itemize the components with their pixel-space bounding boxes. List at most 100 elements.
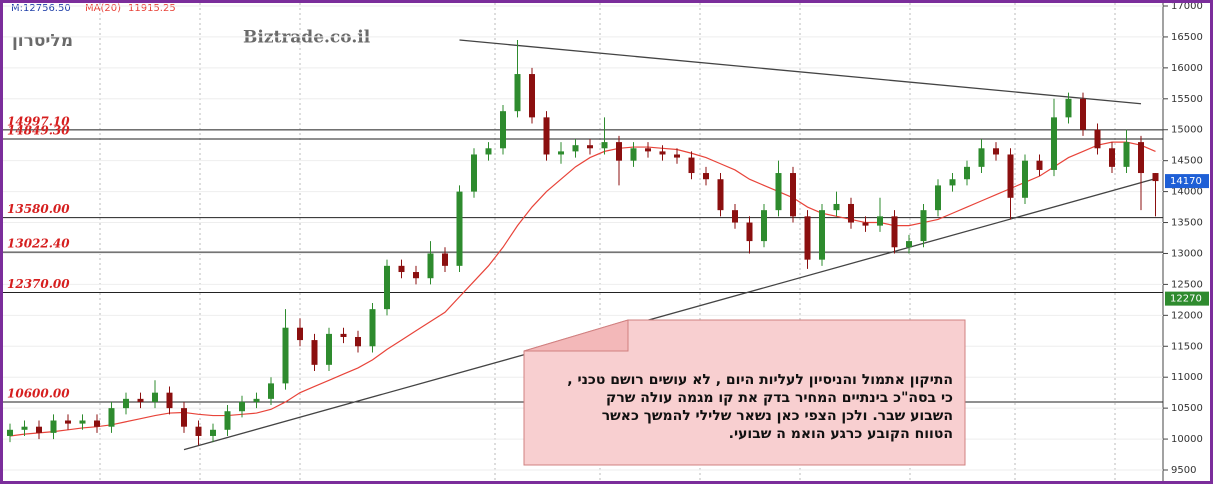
candle-body: [1123, 142, 1130, 167]
candle-body: [964, 166, 970, 180]
level-label: 13022.40: [7, 237, 70, 251]
candle-body: [94, 420, 100, 427]
candle-body: [862, 222, 869, 226]
candle-body: [340, 333, 347, 337]
candle-body: [761, 210, 767, 242]
candle-body: [993, 148, 999, 155]
header-price: M:12756.50: [11, 3, 71, 14]
level-label: 14997.10: [7, 114, 70, 128]
note-line: השבוע שבר. ולכן הצפי כאן נשאר שלילי להמש…: [602, 408, 953, 424]
candle-body: [413, 272, 419, 279]
candle-body: [1036, 160, 1043, 170]
candle-body: [442, 253, 448, 266]
candle-body: [558, 151, 564, 155]
y-tick-label: 11000: [1171, 372, 1203, 383]
candle-body: [572, 145, 579, 152]
y-tick-label: 15500: [1171, 94, 1203, 105]
candle-body: [775, 173, 782, 211]
candle-body: [355, 336, 361, 347]
level-label: 10600.00: [7, 386, 70, 400]
candle-body: [181, 408, 187, 427]
candle-body: [137, 398, 144, 402]
candle-body: [732, 210, 738, 223]
y-tick-label: 14000: [1171, 187, 1203, 198]
y-tick-label: 17000: [1171, 3, 1203, 12]
price-tag: 12270: [1170, 294, 1202, 305]
candle-body: [601, 142, 608, 149]
candle-body: [848, 203, 854, 223]
candle-body: [1080, 98, 1086, 130]
candle-body: [210, 429, 216, 436]
candle-body: [587, 145, 593, 149]
candle-body: [949, 179, 956, 186]
candle-body: [804, 216, 811, 260]
note-line: הטווח הקובע כרגע הואמ ה שבועי.: [729, 426, 953, 442]
chart: M:12756.50 MA(20) 11915.25 מליסרון Biztr…: [3, 3, 1209, 481]
candle-body: [703, 173, 709, 180]
candle-body: [688, 157, 695, 174]
candle-body: [7, 429, 13, 436]
candle-body: [1022, 160, 1028, 198]
candle-body: [253, 398, 260, 402]
y-tick-label: 12000: [1171, 310, 1203, 321]
price-tag: 14170: [1170, 176, 1202, 187]
candle-body: [659, 151, 666, 155]
candle-body: [326, 333, 332, 365]
candle-body: [920, 210, 927, 242]
candle-body: [239, 401, 245, 412]
candle-body: [746, 222, 753, 242]
y-tick-label: 10000: [1171, 434, 1203, 445]
candle-body: [978, 148, 985, 167]
level-label: 13580.00: [7, 202, 70, 216]
candle-body: [891, 216, 898, 248]
candle-body: [529, 74, 535, 118]
y-tick-label: 10500: [1171, 403, 1203, 414]
y-tick-label: 14500: [1171, 156, 1203, 167]
candle-body: [123, 398, 129, 409]
level-label: 14849.30: [7, 124, 70, 138]
candle-body: [311, 340, 318, 365]
candle-body: [906, 241, 912, 248]
candle-body: [543, 117, 550, 155]
candle-body: [456, 191, 463, 266]
y-tick-label: 9500: [1171, 465, 1196, 476]
candle-body: [297, 327, 303, 341]
y-tick-label: 15000: [1171, 125, 1203, 136]
price-tag-bg: [1165, 174, 1209, 189]
note-line: כי בסה"כ בינתיים המחיר בדק את קו מגמה עו…: [606, 390, 953, 406]
candle-body: [645, 148, 651, 152]
candle-body: [282, 327, 289, 384]
candle-body: [630, 148, 637, 161]
y-tick-label: 12500: [1171, 279, 1203, 290]
candle-body: [1152, 173, 1159, 182]
level-label: 12370.00: [7, 277, 70, 291]
candle-body: [877, 216, 883, 226]
y-tick-label: 13000: [1171, 248, 1203, 259]
y-tick-label: 11500: [1171, 341, 1203, 352]
candle-body: [21, 426, 28, 430]
y-tick-label: 16500: [1171, 32, 1203, 43]
candle-body: [1051, 117, 1057, 170]
candle-body: [790, 173, 796, 217]
candle-body: [485, 148, 492, 155]
candle-body: [108, 408, 115, 427]
candle-body: [833, 203, 840, 211]
note-fold: [523, 319, 629, 352]
note-line: התיקון אתמול והניסיון לעליות היום , לא ע…: [567, 372, 953, 388]
candle-body: [398, 265, 405, 273]
candle-body: [384, 265, 390, 310]
candle-body: [616, 142, 622, 161]
candle-body: [935, 185, 941, 211]
candle-body: [1065, 98, 1072, 118]
ma-line: [9, 141, 1156, 437]
candle-body: [427, 253, 434, 279]
candle-body: [1094, 129, 1101, 149]
candle-body: [514, 74, 521, 112]
candle-body: [152, 392, 158, 402]
y-tick-label: 16000: [1171, 63, 1203, 74]
candle-body: [471, 154, 477, 192]
candle-body: [36, 426, 42, 433]
header-ma-name: MA(20): [85, 3, 121, 14]
trend-line: [183, 177, 1156, 451]
